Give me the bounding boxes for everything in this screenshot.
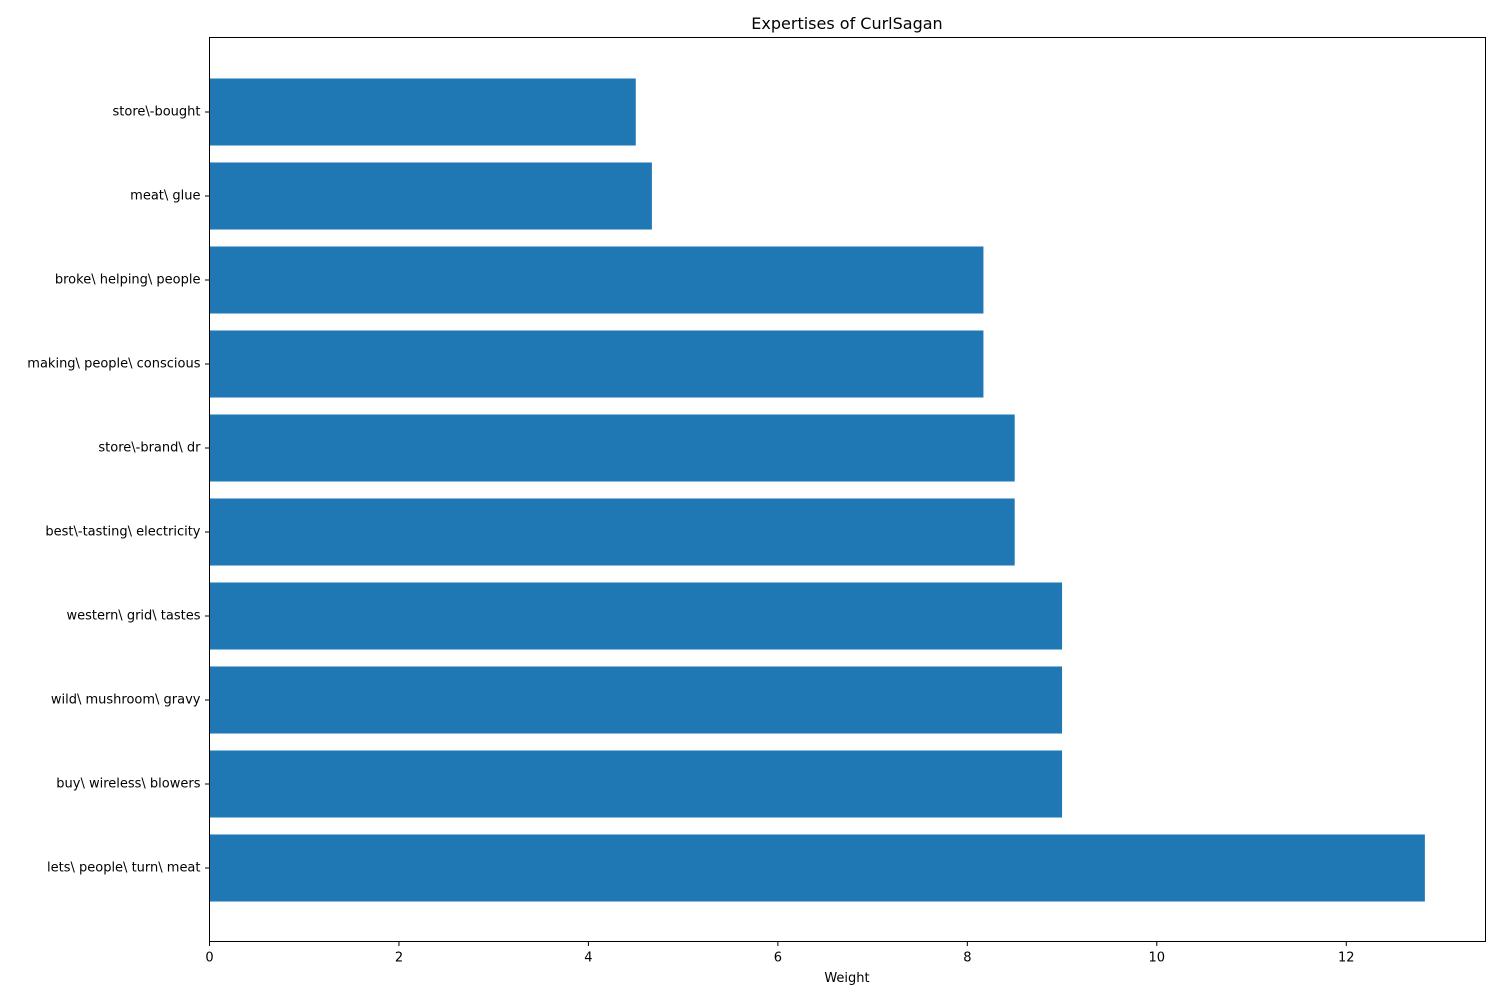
bar (209, 666, 1063, 734)
bar (209, 414, 1015, 482)
y-tick-label: lets\ people\ turn\ meat (47, 861, 201, 876)
bar (209, 78, 636, 146)
y-tick-label: store\-brand\ dr (98, 441, 201, 456)
y-tick-label: wild\ mushroom\ gravy (51, 693, 201, 708)
bar (209, 498, 1015, 566)
x-tick-label: 8 (963, 951, 971, 966)
y-axis-ticks: store\-bought meat\ glue broke\ helping\ p… (27, 105, 210, 876)
y-tick-label: making\ people\ conscious (27, 357, 200, 372)
x-tick-label: 6 (774, 951, 782, 966)
y-tick-label: buy\ wireless\ blowers (56, 777, 200, 792)
y-tick-label: store\-bought (113, 105, 201, 120)
x-tick-label: 4 (584, 951, 592, 966)
bar (209, 162, 652, 230)
bar (209, 582, 1063, 650)
x-axis-label: Weight (824, 971, 869, 986)
y-tick-label: meat\ glue (130, 189, 200, 204)
x-tick-label: 12 (1338, 951, 1355, 966)
bar (209, 750, 1063, 818)
bars-layer (209, 78, 1425, 902)
y-tick-label: best\-tasting\ electricity (45, 525, 200, 540)
x-axis-ticks: 0 2 4 6 8 10 12 (205, 941, 1355, 966)
bar (209, 330, 984, 398)
y-tick-label: western\ grid\ tastes (66, 609, 200, 624)
x-tick-label: 10 (1149, 951, 1166, 966)
x-tick-label: 0 (205, 951, 213, 966)
x-tick-label: 2 (395, 951, 403, 966)
chart-title: Expertises of CurlSagan (751, 14, 942, 33)
bar (209, 834, 1425, 902)
bar (209, 246, 984, 314)
plot-frame (209, 37, 1486, 942)
y-tick-label: broke\ helping\ people (55, 273, 201, 288)
